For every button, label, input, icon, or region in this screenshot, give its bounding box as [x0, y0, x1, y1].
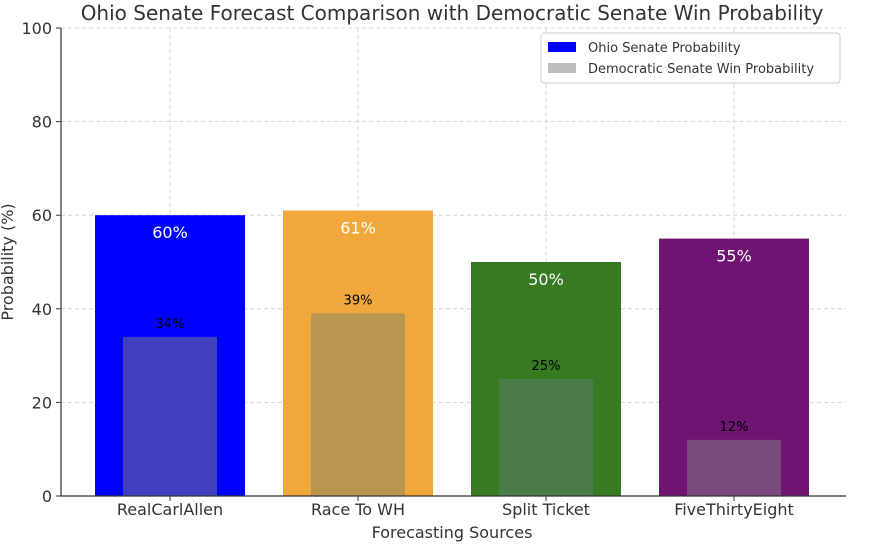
legend-label-democratic-senate: Democratic Senate Win Probability [588, 62, 814, 77]
legend-swatch-democratic-senate [548, 63, 576, 73]
bar-democratic-senate [311, 313, 405, 496]
bar-democratic-senate [687, 439, 781, 496]
bar-democratic-senate [499, 379, 593, 496]
legend-label-ohio-senate: Ohio Senate Probability [588, 41, 741, 56]
y-tick-label: 0 [42, 487, 52, 506]
data-label-ohio-senate: 50% [528, 270, 564, 289]
y-tick-label: 20 [32, 393, 52, 412]
x-axis-label: Forecasting Sources [372, 523, 533, 542]
legend-frame [540, 32, 841, 84]
data-label-democratic-senate: 25% [532, 359, 561, 374]
y-axis-label: Probability (%) [0, 203, 17, 320]
legend-swatch-ohio-senate [548, 42, 576, 52]
legend: Ohio Senate Probability Democratic Senat… [540, 32, 841, 84]
y-tick-label: 60 [32, 206, 52, 225]
y-tick-label: 100 [21, 19, 52, 38]
data-label-ohio-senate: 55% [716, 247, 752, 266]
data-label-democratic-senate: 34% [156, 317, 185, 332]
x-tick-label: Race To WH [311, 500, 405, 519]
data-label-ohio-senate: 61% [340, 219, 376, 238]
bars: 60% 34% 61% 39% 50% 25% 55% 12% [95, 210, 809, 496]
y-tick-label: 80 [32, 113, 52, 132]
axes: 0 20 40 60 80 100 RealCarlAllen Race To WH Split… [21, 19, 846, 519]
data-label-democratic-senate: 12% [720, 420, 749, 435]
x-tick-label: Split Ticket [502, 500, 590, 519]
bar-democratic-senate [123, 336, 217, 496]
y-tick-label: 40 [32, 300, 52, 319]
x-tick-label: RealCarlAllen [117, 500, 223, 519]
data-label-democratic-senate: 39% [344, 293, 373, 308]
x-tick-label: FiveThirtyEight [674, 500, 794, 519]
chart-title: Ohio Senate Forecast Comparison with Dem… [81, 1, 824, 25]
data-label-ohio-senate: 60% [152, 223, 188, 242]
